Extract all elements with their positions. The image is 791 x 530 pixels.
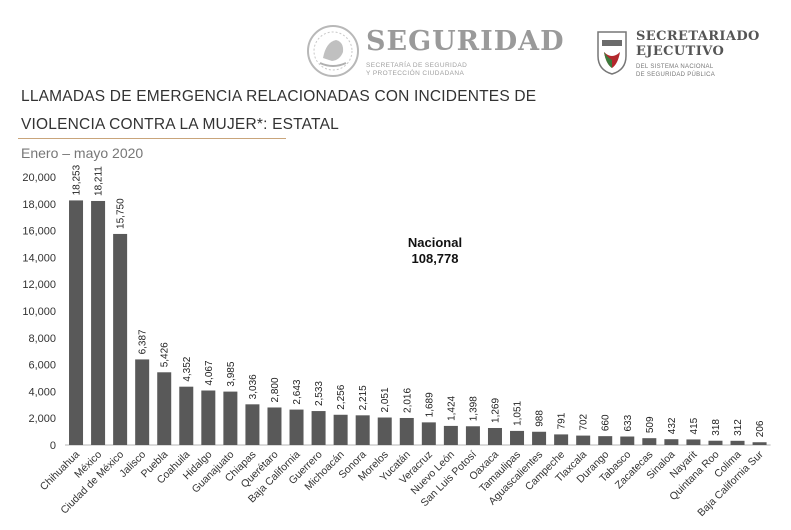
- value-label: 206: [755, 420, 766, 437]
- bar: [686, 439, 701, 445]
- bar: [510, 430, 525, 445]
- title-underline: [18, 138, 286, 139]
- seguridad-logo-title: SEGURIDAD: [366, 26, 565, 57]
- bar: [443, 425, 458, 445]
- y-tick-label: 2,000: [28, 413, 56, 425]
- y-tick-label: 6,000: [28, 360, 56, 372]
- bar: [730, 440, 745, 445]
- bar: [620, 436, 635, 445]
- bar: [333, 414, 348, 445]
- y-tick-label: 10,000: [22, 306, 56, 318]
- bar: [532, 431, 547, 445]
- bar: [465, 426, 480, 445]
- value-label: 2,016: [402, 388, 413, 413]
- bar: [421, 422, 436, 445]
- chart-title-line2: VIOLENCIA CONTRA LA MUJER*: ESTATAL: [21, 116, 339, 133]
- value-label: 1,424: [446, 395, 457, 420]
- value-label: 1,269: [490, 398, 501, 423]
- sesnsp-subtitle-line1: DEL SISTEMA NACIONAL: [636, 64, 714, 70]
- value-label: 415: [689, 417, 700, 434]
- bar: [598, 436, 613, 445]
- seguridad-subtitle-line1: SECRETARÍA DE SEGURIDAD: [366, 62, 468, 69]
- bar: [752, 442, 767, 445]
- national-total-annotation: Nacional 108,778: [380, 235, 490, 267]
- bar: [399, 417, 414, 445]
- y-tick-label: 0: [50, 440, 56, 452]
- value-label: 312: [733, 419, 744, 436]
- bar: [267, 407, 282, 445]
- bar: [377, 417, 392, 445]
- national-label: Nacional: [407, 235, 463, 250]
- value-label: 2,051: [380, 387, 391, 412]
- value-label: 2,256: [336, 384, 347, 409]
- value-label: 791: [557, 412, 568, 429]
- value-label: 5,426: [160, 342, 171, 367]
- value-label: 633: [623, 414, 634, 431]
- value-label: 1,689: [424, 392, 435, 417]
- bar: [487, 427, 502, 445]
- bar: [69, 200, 84, 445]
- y-tick-label: 14,000: [22, 252, 56, 264]
- value-label: 432: [667, 417, 678, 434]
- bar: [708, 440, 723, 445]
- header-logos: SEGURIDAD SECRETARÍA DE SEGURIDAD Y PROT…: [300, 18, 770, 88]
- value-label: 2,533: [314, 381, 325, 406]
- value-label: 509: [645, 416, 656, 433]
- y-tick-label: 18,000: [22, 199, 56, 211]
- value-label: 2,800: [270, 377, 281, 402]
- seguridad-logo-subtitle: SECRETARÍA DE SEGURIDAD Y PROTECCIÓN CIU…: [366, 62, 467, 78]
- chart-subtitle: Enero – mayo 2020: [21, 145, 144, 161]
- bar: [157, 372, 172, 445]
- bar: [245, 404, 260, 445]
- bar: [554, 434, 569, 445]
- sesnsp-shield-icon: [597, 31, 627, 75]
- value-label: 18,211: [94, 166, 105, 196]
- value-label: 15,750: [116, 198, 127, 229]
- bar: [664, 439, 679, 445]
- coat-of-arms-icon: [307, 25, 359, 77]
- sesnsp-subtitle-line2: DE SEGURIDAD PÚBLICA: [636, 72, 716, 78]
- bar: [576, 435, 591, 445]
- value-label: 3,985: [226, 361, 237, 386]
- chart-title-line1: LLAMADAS DE EMERGENCIA RELACIONADAS CON …: [21, 88, 537, 105]
- sesnsp-title-line2: EJECUTIVO: [636, 44, 725, 59]
- y-tick-label: 8,000: [28, 333, 56, 345]
- bar: [91, 200, 106, 445]
- national-value: 108,778: [411, 251, 459, 266]
- y-tick-label: 4,000: [28, 386, 56, 398]
- bar: [179, 386, 194, 445]
- value-label: 4,352: [182, 356, 193, 381]
- bar: [311, 411, 326, 445]
- value-label: 318: [711, 419, 722, 436]
- value-label: 18,253: [72, 164, 83, 195]
- bar: [642, 438, 657, 445]
- seguridad-subtitle-line2: Y PROTECCIÓN CIUDADANA: [366, 70, 465, 77]
- y-tick-label: 12,000: [22, 279, 56, 291]
- bar: [135, 359, 150, 445]
- value-label: 1,051: [513, 400, 524, 425]
- value-label: 6,387: [138, 329, 149, 354]
- value-label: 1,398: [468, 396, 479, 421]
- value-label: 4,067: [204, 360, 215, 385]
- sesnsp-title-line1: SECRETARIADO: [636, 29, 760, 44]
- bar: [201, 390, 216, 445]
- y-tick-label: 20,000: [22, 172, 56, 184]
- sesnsp-logo-title: SECRETARIADO EJECUTIVO: [636, 29, 760, 59]
- bar: [223, 391, 238, 445]
- value-label: 3,036: [248, 374, 259, 399]
- sesnsp-logo-subtitle: DEL SISTEMA NACIONAL DE SEGURIDAD PÚBLIC…: [636, 63, 715, 79]
- bar: [113, 233, 128, 445]
- y-tick-label: 16,000: [22, 226, 56, 238]
- value-label: 660: [601, 414, 612, 431]
- value-label: 702: [579, 413, 590, 430]
- value-label: 2,643: [292, 379, 303, 404]
- value-label: 988: [535, 410, 546, 427]
- value-label: 2,215: [358, 385, 369, 410]
- bar: [355, 415, 370, 445]
- bar: [289, 409, 304, 445]
